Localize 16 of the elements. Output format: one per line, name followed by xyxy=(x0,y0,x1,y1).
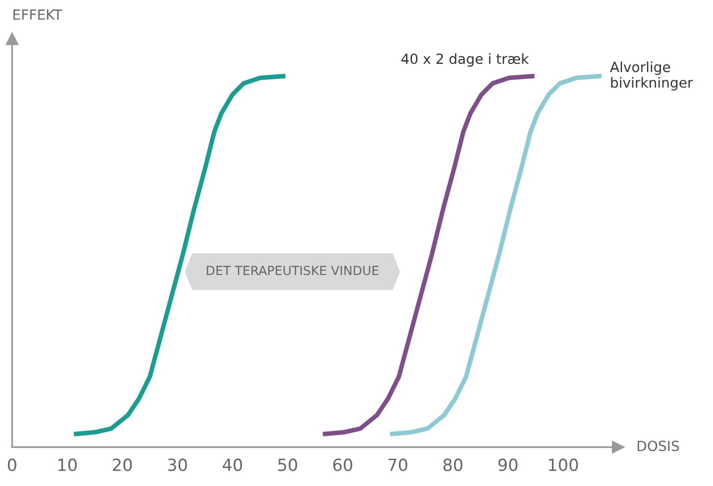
y-axis-title: EFFEKT xyxy=(13,10,62,20)
x-tick-label: 30 xyxy=(168,458,187,472)
x-tick-label: 70 xyxy=(388,458,408,472)
x-tick-label: 40 xyxy=(222,458,242,472)
x-tick-label: 80 xyxy=(443,458,462,472)
x-tick-label: 20 xyxy=(112,458,132,472)
series-label: Alvorlige bivirkninger xyxy=(610,61,693,90)
x-tick-label: 60 xyxy=(333,458,352,472)
x-tick-label: 0 xyxy=(8,458,16,472)
series-label: 40 x 2 dage i træk xyxy=(401,53,529,67)
x-tick-label: 50 xyxy=(278,458,298,472)
x-axis-title: DOSIS xyxy=(638,440,679,452)
x-tick-label: 100 xyxy=(549,458,578,472)
annotation: DET TERAPEUTISKE VINDUE xyxy=(206,266,378,276)
x-tick-label: 10 xyxy=(58,458,77,472)
x-tick-label: 90 xyxy=(498,458,518,472)
